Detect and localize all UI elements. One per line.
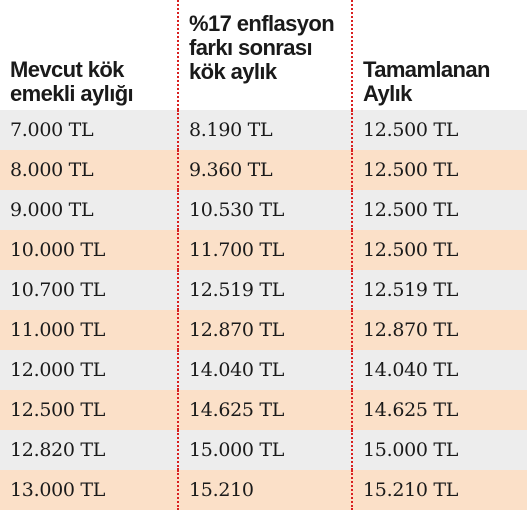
cell-after-inflation: 9.360 TL	[177, 150, 352, 190]
cell-current: 8.000 TL	[0, 150, 178, 190]
table-row: 12.820 TL 15.000 TL 15.000 TL	[0, 430, 527, 470]
cell-completed: 15.000 TL	[351, 430, 527, 470]
cell-current: 12.500 TL	[0, 390, 178, 430]
cell-after-inflation: 12.519 TL	[177, 270, 352, 310]
table-row: 11.000 TL 12.870 TL 12.870 TL	[0, 310, 527, 350]
cell-completed: 12.519 TL	[351, 270, 527, 310]
cell-after-inflation: 14.625 TL	[177, 390, 352, 430]
table-row: 13.000 TL 15.210 15.210 TL	[0, 470, 527, 510]
cell-current: 11.000 TL	[0, 310, 178, 350]
cell-current: 12.820 TL	[0, 430, 178, 470]
cell-completed: 12.500 TL	[351, 110, 527, 150]
table-row: 10.700 TL 12.519 TL 12.519 TL	[0, 270, 527, 310]
cell-current: 12.000 TL	[0, 350, 178, 390]
cell-current: 10.700 TL	[0, 270, 178, 310]
cell-after-inflation: 10.530 TL	[177, 190, 352, 230]
table-row: 10.000 TL 11.700 TL 12.500 TL	[0, 230, 527, 270]
header-row: Mevcut kök emekli aylığı %17 enflasyon f…	[0, 0, 527, 110]
cell-after-inflation: 15.210	[177, 470, 352, 510]
header-current-pension: Mevcut kök emekli aylığı	[0, 0, 178, 110]
cell-completed: 12.500 TL	[351, 230, 527, 270]
cell-completed: 12.500 TL	[351, 150, 527, 190]
cell-completed: 14.040 TL	[351, 350, 527, 390]
header-completed-pension: Tamamlanan Aylık	[351, 0, 527, 110]
cell-after-inflation: 8.190 TL	[177, 110, 352, 150]
table-row: 7.000 TL 8.190 TL 12.500 TL	[0, 110, 527, 150]
cell-current: 9.000 TL	[0, 190, 178, 230]
cell-after-inflation: 12.870 TL	[177, 310, 352, 350]
cell-completed: 12.500 TL	[351, 190, 527, 230]
cell-completed: 14.625 TL	[351, 390, 527, 430]
table-row: 9.000 TL 10.530 TL 12.500 TL	[0, 190, 527, 230]
cell-after-inflation: 14.040 TL	[177, 350, 352, 390]
table-row: 8.000 TL 9.360 TL 12.500 TL	[0, 150, 527, 190]
table-body: 7.000 TL 8.190 TL 12.500 TL 8.000 TL 9.3…	[0, 110, 527, 510]
cell-after-inflation: 11.700 TL	[177, 230, 352, 270]
cell-after-inflation: 15.000 TL	[177, 430, 352, 470]
cell-current: 13.000 TL	[0, 470, 178, 510]
cell-current: 7.000 TL	[0, 110, 178, 150]
table-header: Mevcut kök emekli aylığı %17 enflasyon f…	[0, 0, 527, 110]
table-row: 12.500 TL 14.625 TL 14.625 TL	[0, 390, 527, 430]
table-row: 12.000 TL 14.040 TL 14.040 TL	[0, 350, 527, 390]
cell-current: 10.000 TL	[0, 230, 178, 270]
header-after-inflation: %17 enflasyon farkı sonrası kök aylık	[177, 0, 352, 110]
cell-completed: 12.870 TL	[351, 310, 527, 350]
cell-completed: 15.210 TL	[351, 470, 527, 510]
